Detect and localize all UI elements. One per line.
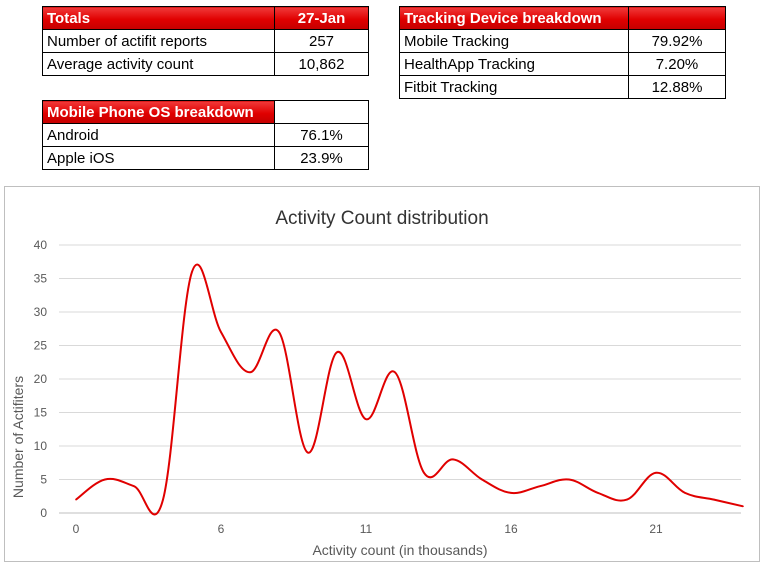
data-point (75, 498, 77, 501)
table-row: Mobile Tracking 79.92% (399, 29, 726, 53)
totals-table: Totals 27-Jan Number of actifit reports … (42, 6, 369, 76)
chart-canvas: Activity Count distribution 0 5 10 15 20 25 30… (10, 208, 744, 558)
table-row: HealthApp Tracking 7.20% (399, 52, 726, 76)
data-point (742, 505, 744, 508)
device-row-label: Fitbit Tracking (399, 75, 629, 99)
os-row-value: 23.9% (274, 146, 369, 170)
x-tick-label: 21 (649, 522, 663, 536)
activity-chart: Activity Count distribution 0 5 10 15 20 25 30… (4, 186, 760, 562)
device-header-label: Tracking Device breakdown (399, 6, 629, 30)
y-tick-label: 15 (34, 406, 48, 420)
data-point (481, 478, 483, 481)
data-point (626, 498, 628, 501)
data-point (597, 492, 599, 494)
data-point (220, 331, 222, 333)
data-point (133, 485, 135, 488)
os-row-label: Apple iOS (42, 146, 275, 170)
x-tick-label: 6 (218, 522, 225, 536)
series-line (75, 263, 744, 516)
y-tick-label: 20 (34, 372, 48, 386)
data-point (539, 485, 541, 488)
device-row-value: 12.88% (628, 75, 726, 99)
y-axis-ticks: 0 5 10 15 20 25 30 35 40 (34, 238, 48, 520)
data-point (394, 371, 396, 374)
totals-row-label: Number of actifit reports (42, 29, 275, 53)
totals-header-label: Totals (42, 6, 275, 30)
device-row-value: 7.20% (628, 52, 726, 76)
device-row-label: Mobile Tracking (399, 29, 629, 53)
data-point (713, 498, 715, 501)
y-tick-label: 40 (34, 238, 48, 252)
device-breakdown-table: Tracking Device breakdown Mobile Trackin… (399, 6, 726, 99)
y-tick-label: 35 (34, 272, 48, 286)
chart-title: Activity Count distribution (275, 208, 488, 229)
y-tick-label: 10 (34, 439, 48, 453)
y-tick-label: 0 (40, 506, 47, 520)
data-point (249, 371, 251, 374)
data-point (510, 492, 512, 494)
table-row: Average activity count 10,862 (42, 52, 369, 76)
x-axis-ticks: 0 6 11 16 21 (73, 522, 663, 536)
gridlines (59, 244, 741, 514)
y-tick-label: 25 (34, 339, 48, 353)
os-header-label: Mobile Phone OS breakdown (42, 100, 275, 124)
totals-header-date: 27-Jan (274, 6, 369, 30)
os-row-label: Android (42, 123, 275, 147)
data-point (278, 331, 280, 333)
device-row-label: HealthApp Tracking (399, 52, 629, 76)
data-point (162, 498, 164, 501)
data-point (104, 478, 106, 481)
data-point (684, 492, 686, 494)
data-point (423, 472, 425, 474)
data-point (452, 458, 454, 461)
data-point (336, 351, 338, 353)
totals-row-value: 10,862 (274, 52, 369, 76)
x-tick-label: 16 (504, 522, 518, 536)
data-point (568, 478, 570, 481)
os-breakdown-table: Mobile Phone OS breakdown Android 76.1% … (42, 100, 369, 170)
table-row: Android 76.1% (42, 123, 369, 147)
y-tick-label: 30 (34, 305, 48, 319)
table-row: Apple iOS 23.9% (42, 146, 369, 170)
device-header-filler (628, 6, 726, 30)
os-header-filler (274, 100, 369, 124)
y-tick-label: 5 (40, 473, 47, 487)
data-point (365, 418, 367, 420)
x-axis-label: Activity count (in thousands) (312, 542, 487, 558)
series-layer (75, 263, 744, 516)
data-point (191, 271, 193, 273)
totals-row-value: 257 (274, 29, 369, 53)
totals-row-label: Average activity count (42, 52, 275, 76)
y-axis-label: Number of Actifiters (10, 376, 26, 498)
x-tick-label: 0 (73, 522, 80, 536)
os-row-value: 76.1% (274, 123, 369, 147)
device-row-value: 79.92% (628, 29, 726, 53)
data-point (655, 472, 657, 474)
table-row: Number of actifit reports 257 (42, 29, 369, 53)
data-point (307, 451, 309, 454)
x-tick-label: 11 (360, 522, 373, 536)
table-row: Fitbit Tracking 12.88% (399, 75, 726, 99)
